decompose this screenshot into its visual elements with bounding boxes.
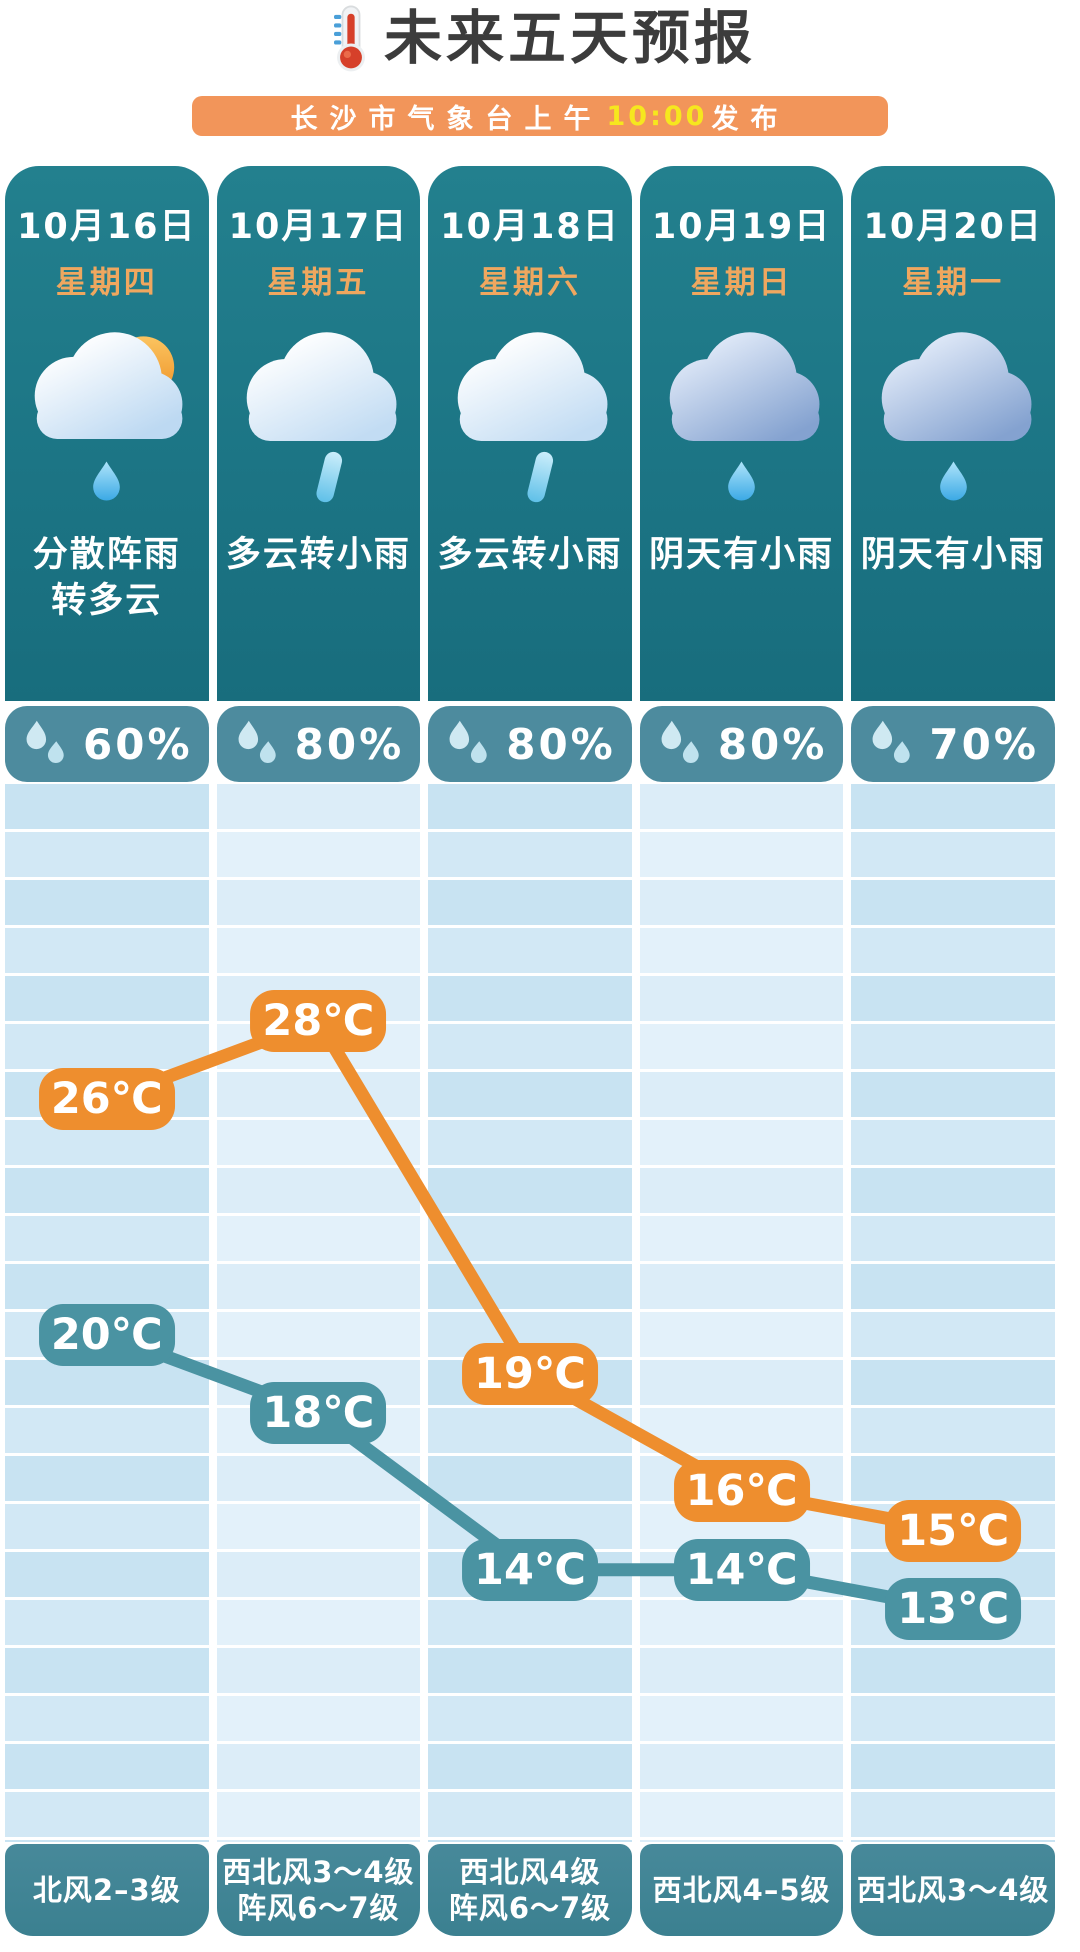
precip-value: 80%	[506, 719, 616, 769]
day-weekday: 星期一	[902, 265, 1005, 301]
day-card-3: 10月18日 星期六	[428, 166, 632, 701]
high-temp-badge: 16℃	[673, 1460, 810, 1523]
chart-striped-background	[5, 784, 1055, 1842]
low-temp-badge: 13℃	[885, 1578, 1022, 1640]
day-date: 10月17日	[228, 207, 409, 247]
raindrops-icon	[26, 720, 64, 764]
day-date: 10月20日	[863, 207, 1043, 247]
day-condition: 阴天有小雨	[860, 535, 1046, 575]
day-card-5: 10月20日 星期一	[851, 166, 1055, 701]
precip-card-1: 60%	[5, 706, 209, 782]
raindrops-icon	[238, 720, 276, 764]
day-card-4: 10月19日 星期日	[639, 166, 844, 701]
precip-value: 60%	[83, 719, 193, 769]
precip-value: 80%	[294, 719, 405, 769]
day-weekday: 星期五	[267, 265, 370, 301]
high-temp-line	[100, 1014, 960, 1538]
day-condition: 分散阵雨 转多云	[32, 535, 181, 621]
issued-banner: 长沙市气象台上午 10:00 发布	[192, 96, 888, 136]
cloud-sun-raindrop-icon	[14, 312, 199, 527]
precip-card-4: 80%	[639, 706, 844, 782]
issued-suffix-text: 发布	[711, 103, 790, 135]
day-weekday: 星期六	[478, 265, 581, 301]
day-date: 10月19日	[651, 207, 832, 247]
high-temp-badge: 28℃	[250, 990, 387, 1052]
raindrops-icon	[872, 720, 911, 764]
wind-card-3: 西北风4级 阵风6～7级	[428, 1844, 632, 1936]
precip-value: 80%	[717, 719, 828, 769]
page-title: 未来五天预报	[383, 4, 756, 72]
wind-card-1: 北风2–3级	[5, 1844, 209, 1936]
low-temp-badge: 18℃	[250, 1382, 387, 1444]
precip-card-2: 80%	[216, 706, 421, 782]
cloud-light-rain-icon	[437, 312, 622, 527]
low-temp-badge: 20℃	[38, 1303, 175, 1366]
precip-row: 60% 80% 80% 80%	[5, 706, 1055, 782]
page-header: 未来五天预报 长沙市气象台上午 10:00 发布	[0, 0, 1080, 136]
temperature-chart: 26℃ 28℃ 19℃ 16℃ 15℃ 20℃ 18℃ 14℃ 14℃ 13℃	[5, 784, 1055, 1842]
precip-card-3: 80%	[428, 706, 632, 782]
day-condition: 多云转小雨	[437, 535, 623, 575]
day-weekday: 星期四	[55, 265, 158, 301]
wind-row: 北风2–3级 西北风3～4级 阵风6～7级 西北风4级 阵风6～7级 西北风4–…	[5, 1844, 1055, 1936]
wind-card-4: 西北风4–5级	[639, 1844, 844, 1936]
raindrops-icon	[661, 720, 699, 764]
wind-card-5: 西北风3～4级	[851, 1844, 1055, 1936]
high-temp-badge: 26℃	[38, 1068, 175, 1131]
precip-card-5: 70%	[851, 706, 1055, 782]
precip-value: 70%	[929, 719, 1039, 769]
day-card-1: 10月16日 星期四	[5, 166, 209, 701]
day-date: 10月16日	[17, 207, 197, 247]
low-temp-badge: 14℃	[673, 1538, 810, 1601]
issued-by-text: 长沙市气象台上午	[290, 103, 603, 135]
issued-time: 10:00	[606, 100, 708, 132]
overcast-raindrop-icon	[649, 312, 834, 527]
overcast-raindrop-icon	[861, 312, 1046, 527]
day-date: 10月18日	[440, 207, 620, 247]
day-condition: 多云转小雨	[225, 535, 411, 575]
day-condition: 阴天有小雨	[649, 535, 835, 575]
thermometer-icon	[333, 5, 365, 72]
high-temp-badge: 15℃	[885, 1499, 1022, 1562]
wind-card-2: 西北风3～4级 阵风6～7级	[216, 1844, 421, 1936]
low-temp-badge: 14℃	[462, 1538, 598, 1601]
day-cards-row: 10月16日 星期四	[5, 166, 1055, 701]
day-card-2: 10月17日 星期五	[216, 166, 421, 701]
day-weekday: 星期日	[690, 265, 793, 301]
cloud-light-rain-icon	[226, 312, 411, 527]
raindrops-icon	[449, 720, 487, 764]
high-temp-badge: 19℃	[462, 1342, 598, 1405]
